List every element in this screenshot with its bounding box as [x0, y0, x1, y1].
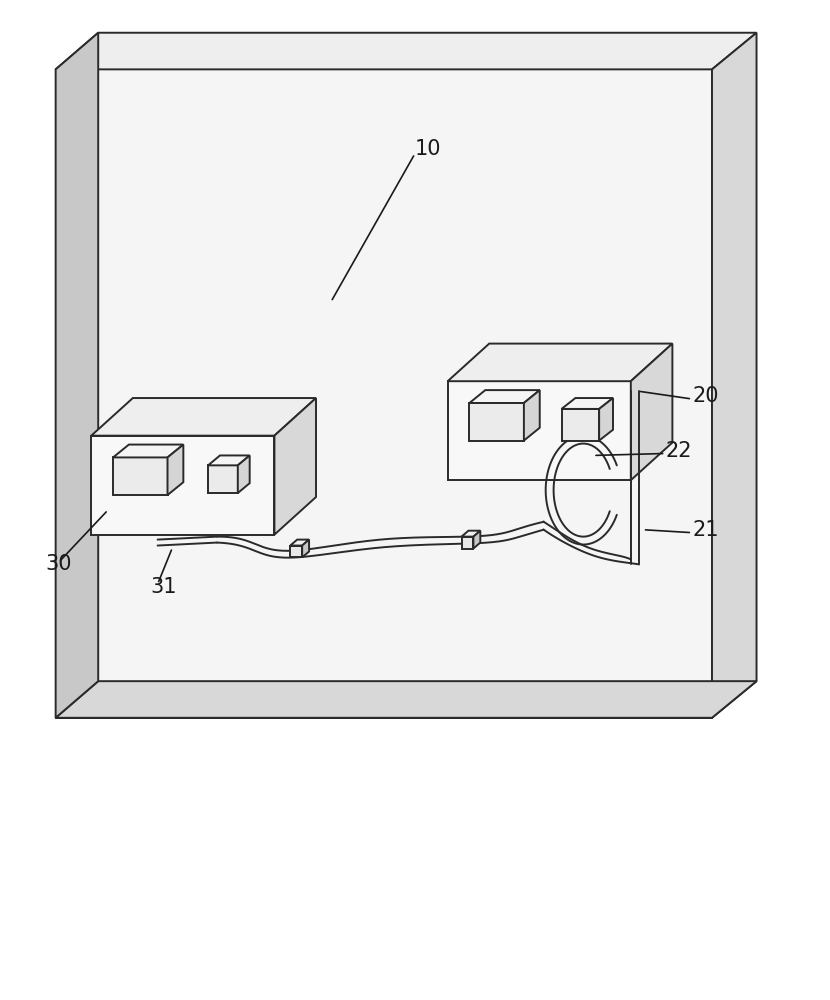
Polygon shape: [91, 398, 316, 436]
Polygon shape: [91, 436, 275, 535]
Polygon shape: [562, 398, 613, 409]
Polygon shape: [461, 537, 473, 549]
Polygon shape: [473, 531, 481, 549]
Polygon shape: [524, 390, 540, 441]
Polygon shape: [631, 344, 672, 480]
Text: 21: 21: [692, 520, 719, 540]
Polygon shape: [208, 465, 238, 493]
Polygon shape: [712, 33, 756, 718]
Polygon shape: [599, 398, 613, 441]
Text: 31: 31: [151, 577, 177, 597]
Polygon shape: [470, 403, 524, 441]
Polygon shape: [470, 390, 540, 403]
Polygon shape: [56, 33, 98, 718]
Polygon shape: [238, 455, 250, 493]
Polygon shape: [447, 344, 672, 381]
Polygon shape: [113, 457, 168, 495]
Polygon shape: [168, 445, 183, 495]
Polygon shape: [56, 33, 756, 69]
Polygon shape: [56, 681, 756, 718]
Polygon shape: [290, 540, 309, 546]
Polygon shape: [208, 455, 250, 465]
Polygon shape: [56, 69, 712, 718]
Polygon shape: [461, 531, 481, 537]
Polygon shape: [290, 546, 302, 557]
Polygon shape: [113, 445, 183, 457]
Text: 30: 30: [46, 554, 72, 574]
Polygon shape: [447, 381, 631, 480]
Polygon shape: [562, 409, 599, 441]
Text: 22: 22: [666, 441, 692, 461]
Polygon shape: [275, 398, 316, 535]
Polygon shape: [302, 540, 309, 557]
Text: 20: 20: [692, 386, 719, 406]
Text: 10: 10: [415, 139, 442, 159]
